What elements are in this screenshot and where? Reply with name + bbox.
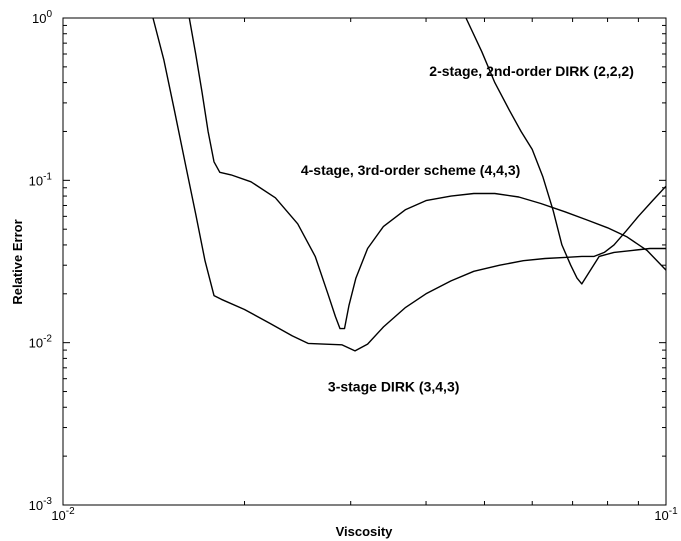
y-tick-label: 100 [32, 9, 52, 26]
plot-frame [62, 17, 667, 506]
series-annotation-3: 3-stage DIRK (3,4,3) [328, 379, 459, 395]
x-tick-label: 10-2 [51, 506, 75, 523]
x-tick-label: 10-1 [654, 506, 678, 523]
y-tick-label: 10-1 [29, 171, 53, 188]
y-tick-label: 10-3 [29, 496, 53, 513]
y-tick-label: 10-2 [29, 334, 53, 351]
series-annotation-1: 2-stage, 2nd-order DIRK (2,2,2) [429, 63, 634, 79]
series-line-1 [465, 17, 666, 285]
series-annotations: 2-stage, 2nd-order DIRK (2,2,2) 4-stage, … [301, 63, 634, 395]
axis-ticks [62, 17, 667, 506]
series-line-2 [188, 17, 667, 330]
y-axis-title: Relative Error [10, 219, 25, 304]
series-lines [152, 17, 667, 352]
x-axis-title: Viscosity [336, 524, 394, 539]
series-annotation-2: 4-stage, 3rd-order scheme (4,4,3) [301, 162, 520, 178]
series-line-3 [152, 17, 667, 352]
